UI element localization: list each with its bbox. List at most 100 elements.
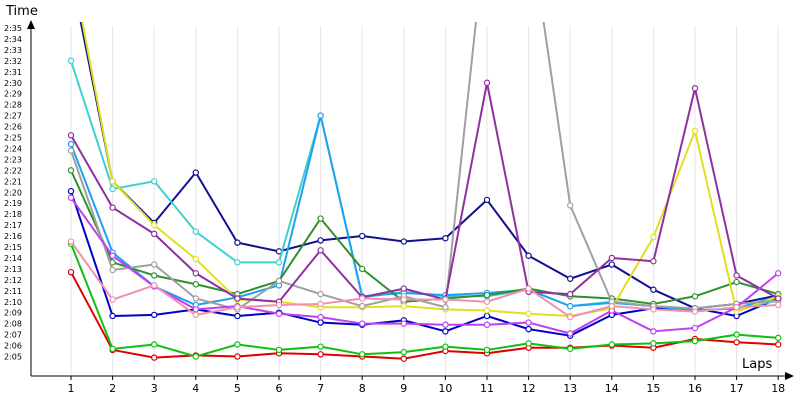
series-2-point-lap-5: [234, 341, 241, 348]
x-axis-arrow-icon: [785, 372, 794, 380]
series-1-point-lap-5: [234, 353, 241, 360]
x-tick-label-10: 10: [438, 382, 452, 395]
y-tick-labels: 2:05 2:06 2:07 2:08 2:09 2:10 2:11 2:12 2:13 2:14…: [4, 24, 22, 362]
series-7-point-lap-8: [359, 265, 366, 273]
series-8-point-lap-15: [650, 233, 657, 241]
series-12-point-lap-1: [67, 238, 75, 245]
series-9-point-lap-6: [275, 277, 283, 285]
series-10-point-lap-3: [150, 230, 158, 238]
series-12-point-lap-12: [525, 285, 532, 292]
series-2-point-lap-2: [109, 345, 116, 353]
series-5-point-lap-1: [67, 57, 75, 65]
series-11-point-lap-10: [442, 321, 449, 328]
series-11-point-lap-8: [359, 320, 366, 327]
series-5-point-lap-4: [192, 228, 199, 235]
series-4-point-lap-7: [317, 237, 324, 244]
series-4-point-lap-8: [359, 232, 366, 240]
y-tick-label-2-17: 2:17: [4, 221, 22, 230]
series-12-line: [70, 240, 779, 319]
series-10-point-lap-13: [567, 290, 574, 298]
series-4-line: [79, 22, 779, 310]
series-11-point-lap-1: [67, 194, 75, 201]
series-1-point-lap-9: [400, 355, 407, 362]
series-12-point-lap-15: [650, 306, 657, 313]
series-8: [81, 22, 782, 320]
series-12-point-lap-10: [442, 296, 449, 303]
series-11-point-lap-6: [275, 310, 283, 317]
series-12-point-lap-3: [150, 282, 158, 289]
series-9-point-lap-1: [67, 147, 75, 154]
x-tick-label-18: 18: [771, 382, 785, 395]
y-tick-label-2-29: 2:29: [4, 90, 22, 99]
y-tick-label-2-28: 2:28: [4, 101, 22, 110]
series-2-point-lap-12: [525, 340, 532, 347]
y-tick-label-2-34: 2:34: [4, 35, 22, 44]
x-tick-label-16: 16: [688, 382, 702, 395]
series-1: [67, 268, 782, 362]
series-2-point-lap-18: [775, 334, 782, 342]
series-12-point-lap-11: [483, 298, 491, 305]
series-2-point-lap-10: [442, 343, 449, 350]
series-12-point-lap-8: [359, 295, 366, 302]
series-4-point-lap-14: [608, 261, 616, 268]
series-11-point-lap-2: [109, 252, 116, 259]
y-tick-label-2-19: 2:19: [4, 199, 22, 208]
series-10-point-lap-17: [733, 272, 740, 279]
series-4-point-lap-12: [525, 252, 532, 259]
series-12-point-lap-4: [192, 311, 199, 319]
y-tick-label-2-23: 2:23: [4, 155, 22, 164]
series-2-point-lap-15: [650, 340, 657, 347]
series-12-point-lap-13: [567, 313, 574, 321]
series-10-point-lap-1: [67, 132, 75, 139]
series-9-point-lap-10: [442, 304, 449, 311]
y-tick-label-2-25: 2:25: [4, 134, 22, 143]
series-2-point-lap-7: [317, 343, 324, 350]
series-4-point-lap-4: [192, 169, 199, 176]
series-2: [67, 240, 782, 360]
series-3: [67, 187, 782, 339]
y-tick-label-2-08: 2:08: [4, 320, 22, 329]
series-10-point-lap-5: [234, 295, 241, 302]
x-tick-label-6: 6: [276, 382, 283, 395]
y-tick-label-2-30: 2:30: [4, 79, 22, 88]
series-4-point-lap-5: [234, 239, 241, 246]
series-6-point-lap-1: [67, 140, 75, 148]
series-4: [79, 22, 782, 312]
x-tick-label-2: 2: [109, 382, 116, 395]
x-tick-labels: 1 2 3 4 5 6 7 8 9 10 11 12 13 14 15 16 17 18: [68, 382, 786, 395]
series-10-point-lap-7: [317, 247, 324, 254]
series-2-point-lap-16: [691, 337, 699, 345]
x-tick-label-7: 7: [317, 382, 324, 395]
series-7-point-lap-7: [317, 215, 324, 222]
series-2-point-lap-8: [359, 351, 366, 358]
y-tick-label-2-21: 2:21: [4, 177, 22, 186]
series-1-point-lap-7: [317, 351, 324, 358]
series-8-point-lap-3: [150, 221, 158, 229]
series-11-point-lap-7: [317, 313, 324, 321]
series-3-point-lap-10: [442, 328, 449, 335]
series-7-point-lap-16: [691, 293, 699, 300]
y-tick-label-2-35: 2:35: [4, 24, 22, 33]
x-axis-title: Laps: [742, 357, 772, 372]
series-6-point-lap-13: [567, 302, 574, 310]
y-tick-label-2-31: 2:31: [4, 68, 22, 77]
series-9-point-lap-13: [567, 202, 574, 209]
series-1-point-lap-18: [775, 341, 782, 348]
series-11-point-lap-18: [775, 270, 782, 277]
y-tick-label-2-14: 2:14: [4, 254, 22, 263]
series-2-point-lap-6: [275, 346, 283, 354]
series-4-point-lap-9: [400, 238, 407, 245]
x-tick-label-12: 12: [522, 382, 536, 395]
series-10-point-lap-16: [691, 85, 699, 92]
series-6-point-lap-7: [317, 112, 324, 119]
series-1-point-lap-17: [733, 339, 740, 346]
series-8-point-lap-4: [192, 255, 199, 263]
series-7-point-lap-11: [483, 291, 491, 299]
series-11-point-lap-4: [192, 306, 199, 313]
series-1-point-lap-1: [67, 268, 75, 276]
series-2-point-lap-14: [608, 341, 616, 348]
x-tick-label-1: 1: [68, 382, 75, 395]
series-4-point-lap-13: [567, 275, 574, 282]
